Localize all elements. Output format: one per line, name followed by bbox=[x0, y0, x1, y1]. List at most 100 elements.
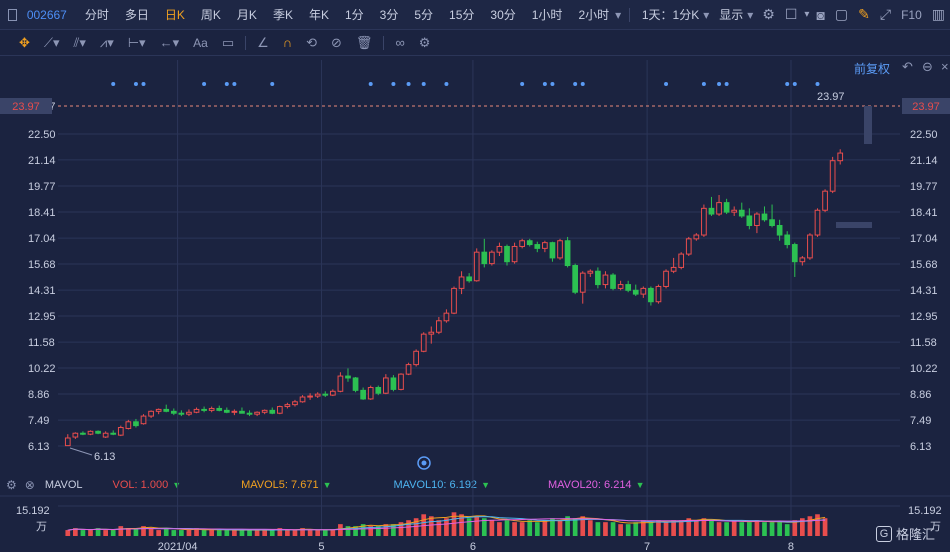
period-tab-active[interactable]: 日K bbox=[164, 8, 185, 22]
period-tab[interactable]: 月K bbox=[236, 8, 257, 22]
period-tab[interactable]: 多日 bbox=[124, 8, 149, 22]
close-circle-icon[interactable]: ⊗ bbox=[24, 478, 35, 492]
watermark-text: 格隆汇 bbox=[896, 527, 936, 542]
candle-up bbox=[701, 207, 707, 236]
line-tool-icon[interactable]: ⟋▾ bbox=[43, 34, 60, 50]
chevron-down-icon[interactable]: ▾ bbox=[804, 9, 810, 20]
volume-bar-up bbox=[254, 530, 260, 536]
candle-up bbox=[451, 287, 457, 314]
comment-icon[interactable]: ▭ bbox=[221, 34, 235, 50]
candle-up bbox=[398, 373, 404, 390]
magnet-icon[interactable]: ∩ bbox=[282, 35, 293, 50]
volume-axis-unit: 万 bbox=[36, 521, 47, 533]
candle-up bbox=[579, 272, 586, 293]
candle-up bbox=[299, 396, 306, 403]
candle-up bbox=[64, 437, 71, 447]
hide-drawings-icon[interactable]: ⊘ bbox=[331, 34, 342, 50]
volume-bar-up bbox=[194, 528, 199, 536]
crosshair-icon[interactable]: ✥ bbox=[19, 34, 30, 50]
price-tick-right: 22.50 bbox=[910, 129, 938, 141]
candle-down bbox=[648, 287, 654, 303]
volume-bar-up bbox=[557, 520, 563, 536]
settings-gear-icon[interactable]: ⚙ bbox=[6, 478, 17, 492]
range-selector[interactable]: 1天：1分K bbox=[641, 8, 700, 22]
link-icon[interactable]: ∞ bbox=[395, 35, 405, 50]
camera-icon[interactable]: ◙ bbox=[816, 6, 825, 23]
period-tab[interactable]: 季K bbox=[272, 8, 293, 22]
candle-up bbox=[670, 266, 677, 272]
event-marker bbox=[444, 82, 449, 86]
arrow-tool-icon[interactable]: ←▾ bbox=[159, 34, 180, 50]
fullscreen-icon[interactable]: ⤢ bbox=[879, 6, 892, 22]
sidebar-icon[interactable]: ▥ bbox=[931, 6, 945, 22]
settings-icon[interactable]: ⚙ bbox=[418, 34, 431, 50]
min-price-label: 6.13 bbox=[94, 451, 115, 463]
color-square-icon[interactable]: ☐ bbox=[784, 6, 798, 22]
f10-button[interactable]: F10 bbox=[901, 7, 922, 22]
volume-bar-down bbox=[481, 518, 487, 536]
candle-up bbox=[602, 274, 609, 286]
volume-bar-up bbox=[800, 518, 805, 536]
volume-bar-down bbox=[345, 526, 351, 536]
mavol20-label: MAVOL20: 6.214 bbox=[547, 479, 632, 491]
candle-down bbox=[504, 245, 510, 263]
candle-up bbox=[655, 285, 662, 303]
trash-icon[interactable]: 🗑 bbox=[355, 34, 373, 50]
indicator-name[interactable]: MAVOL bbox=[44, 479, 83, 491]
period-tab[interactable]: 3分 bbox=[379, 8, 399, 22]
wave-tool-icon[interactable]: ⩘▾ bbox=[99, 34, 114, 50]
minus-circle-icon[interactable]: ⊖ bbox=[922, 59, 933, 74]
candle-up bbox=[678, 253, 685, 268]
adjust-mode-button[interactable]: 前复权 bbox=[854, 62, 891, 76]
price-tick-left: 17.04 bbox=[28, 233, 56, 245]
volume-bar-down bbox=[769, 522, 775, 536]
price-tick-right: 17.04 bbox=[910, 233, 938, 245]
period-tab[interactable]: 30分 bbox=[490, 8, 516, 22]
stock-code[interactable]: 002667 bbox=[26, 7, 67, 22]
period-tab[interactable]: 年K bbox=[308, 8, 329, 22]
volume-bar-down bbox=[572, 518, 578, 536]
volume-bar-up bbox=[807, 516, 813, 536]
chevron-down-icon[interactable]: ▾ bbox=[703, 7, 710, 22]
volume-bar-up bbox=[315, 530, 321, 536]
volume-bar-down bbox=[201, 530, 207, 536]
volume-bar-up bbox=[459, 514, 464, 536]
volume-bar-up bbox=[587, 520, 593, 536]
measure-tool-icon[interactable]: ⊢▾ bbox=[127, 34, 146, 50]
angle-icon[interactable]: ∠ bbox=[257, 34, 269, 50]
volume-bar-up bbox=[103, 530, 108, 536]
period-tab[interactable]: 1分 bbox=[344, 8, 364, 22]
text-tool-button[interactable]: Aa bbox=[193, 35, 208, 50]
channel-tool-icon[interactable]: ⫽▾ bbox=[73, 34, 86, 50]
sync-icon[interactable]: ⟲ bbox=[306, 34, 318, 50]
period-tab[interactable]: 15分 bbox=[449, 8, 475, 22]
chevron-down-icon[interactable]: ▾ bbox=[747, 7, 754, 22]
close-icon[interactable]: × bbox=[941, 59, 949, 74]
candle-up bbox=[663, 270, 669, 287]
period-tab[interactable]: 分时 bbox=[84, 8, 109, 22]
period-tab[interactable]: 2小时 bbox=[578, 8, 610, 22]
candle-down bbox=[534, 244, 541, 249]
volume-bar-down bbox=[610, 522, 616, 536]
undo-icon[interactable]: ↶ bbox=[902, 59, 913, 74]
volume-bar-up bbox=[300, 528, 305, 536]
period-tab[interactable]: 5分 bbox=[414, 8, 434, 22]
display-menu[interactable]: 显示 bbox=[719, 8, 744, 22]
period-tab[interactable]: 周K bbox=[200, 8, 221, 22]
volume-bar-down bbox=[353, 526, 358, 536]
candle-up bbox=[640, 287, 647, 295]
price-tick-left: 21.14 bbox=[28, 155, 56, 167]
window-icon[interactable]: ▢ bbox=[834, 6, 849, 22]
sidebar-toggle-icon[interactable] bbox=[8, 8, 17, 21]
price-tick-left: 6.13 bbox=[28, 441, 49, 453]
price-tick-left: 15.68 bbox=[28, 259, 56, 271]
candle-down bbox=[625, 284, 632, 291]
chevron-down-icon[interactable]: ▾ bbox=[615, 7, 622, 22]
period-tab[interactable]: 1小时 bbox=[531, 8, 563, 22]
candle-up bbox=[254, 411, 260, 415]
event-marker bbox=[270, 82, 275, 86]
draw-pen-icon[interactable]: ✎ bbox=[858, 6, 870, 22]
settings-gear-icon[interactable]: ⚙ bbox=[762, 6, 775, 22]
candle-down bbox=[776, 224, 783, 236]
